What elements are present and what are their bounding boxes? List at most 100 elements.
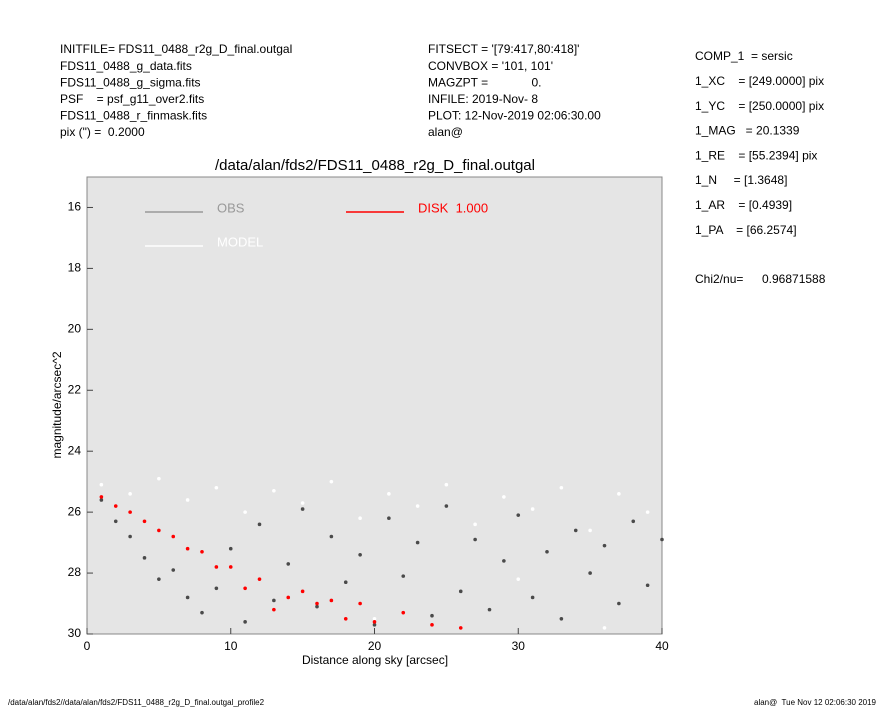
data-point [372,623,377,627]
data-point [458,626,463,630]
fit-parameter: 1_AR = [0.4939] [695,198,792,212]
header-middle-line: alan@ [428,125,463,139]
y-tick-label: 28 [68,565,82,579]
data-point [315,604,319,609]
data-point [300,589,305,594]
data-point [559,485,564,490]
header-left-line: FDS11_0488_r_finmask.fits [60,109,207,123]
fit-parameter: COMP_1 = sersic [695,49,793,63]
y-tick-label: 24 [68,443,82,457]
data-point [645,510,650,514]
plot-area [86,176,663,635]
data-point [214,485,219,490]
data-point [573,528,578,533]
data-point [444,504,449,508]
data-point [142,556,147,560]
y-tick-label: 22 [68,382,82,396]
data-point [185,595,190,600]
data-point [502,495,506,499]
data-point [617,601,621,606]
data-point [243,620,247,624]
data-point [300,507,305,511]
legend-label: DISK 1.000 [418,200,488,215]
data-point [372,616,377,621]
data-point [157,528,161,533]
data-point [387,492,391,496]
data-point [358,552,362,557]
header-middle-line: CONVBOX = '101, 101' [428,59,553,73]
header-middle-line: MAGZPT = 0. [428,75,541,89]
y-tick-label: 16 [68,200,82,214]
data-point [243,510,247,514]
fit-parameter: 1_N = [1.3648] [695,173,787,187]
data-point [128,510,132,514]
data-point [99,495,104,499]
data-point [458,589,463,594]
chi2-value: 0.96871588 [762,272,826,286]
data-point [214,586,219,591]
chart-title: /data/alan/fds2/FDS11_0488_r2g_D_final.o… [215,157,535,174]
x-tick-label: 30 [512,639,526,653]
data-point [157,476,161,481]
header-left-line: FDS11_0488_g_sigma.fits [60,75,201,89]
data-point [257,577,262,581]
fit-parameter: 1_XC = [249.0000] pix [695,74,824,88]
data-point [588,528,592,533]
y-tick-label: 26 [68,504,82,518]
data-point [516,513,521,517]
data-point [315,601,319,606]
data-point [530,507,535,511]
data-point [473,522,477,527]
data-point [272,598,276,603]
header-middle-line: PLOT: 12-Nov-2019 02:06:30.00 [428,109,601,123]
data-point [286,562,291,566]
data-point [559,616,564,621]
footer-path: /data/alan/fds2//data/alan/fds2/FDS11_04… [8,698,265,707]
header-left-line: INITFILE= FDS11_0488_r2g_D_final.outgal [60,42,292,56]
data-point [157,577,161,581]
data-point [358,516,362,521]
data-point [358,601,362,606]
data-point [631,519,636,524]
data-point [185,498,190,502]
data-point [214,565,219,569]
x-axis-label: Distance along sky [arcsec] [302,653,448,667]
data-point [660,537,664,542]
fit-parameter: 1_RE = [55.2394] pix [695,148,817,162]
data-point [243,586,247,591]
data-point [257,522,262,527]
data-point [516,577,521,581]
data-point [343,616,348,621]
legend-label: MODEL [217,234,263,249]
data-point [387,516,391,521]
fit-parameter: 1_MAG = 20.1339 [695,124,800,138]
data-point [343,580,348,585]
data-point [200,549,204,554]
data-point [171,568,176,572]
data-point [401,574,406,578]
data-point [99,482,104,487]
header-left-line: PSF = psf_g11_over2.fits [60,92,204,106]
fit-parameter: 1_YC = [250.0000] pix [695,99,824,113]
data-point [473,537,477,542]
y-tick-label: 18 [68,261,82,275]
x-tick-label: 20 [368,639,382,653]
data-point [602,626,607,630]
data-point [99,498,104,502]
x-tick-label: 40 [655,639,669,653]
data-point [142,519,147,524]
data-point [602,543,607,548]
chi2-label: Chi2/nu= [695,272,743,286]
data-point [200,610,204,615]
y-axis-label: magnitude/arcsec^2 [50,351,64,458]
data-point [329,534,334,539]
data-point [272,607,276,612]
data-point [401,610,406,615]
data-point [545,549,549,554]
data-point [113,504,118,508]
data-point [128,492,132,496]
data-point [617,492,621,496]
data-point [228,565,233,569]
data-point [128,534,132,539]
